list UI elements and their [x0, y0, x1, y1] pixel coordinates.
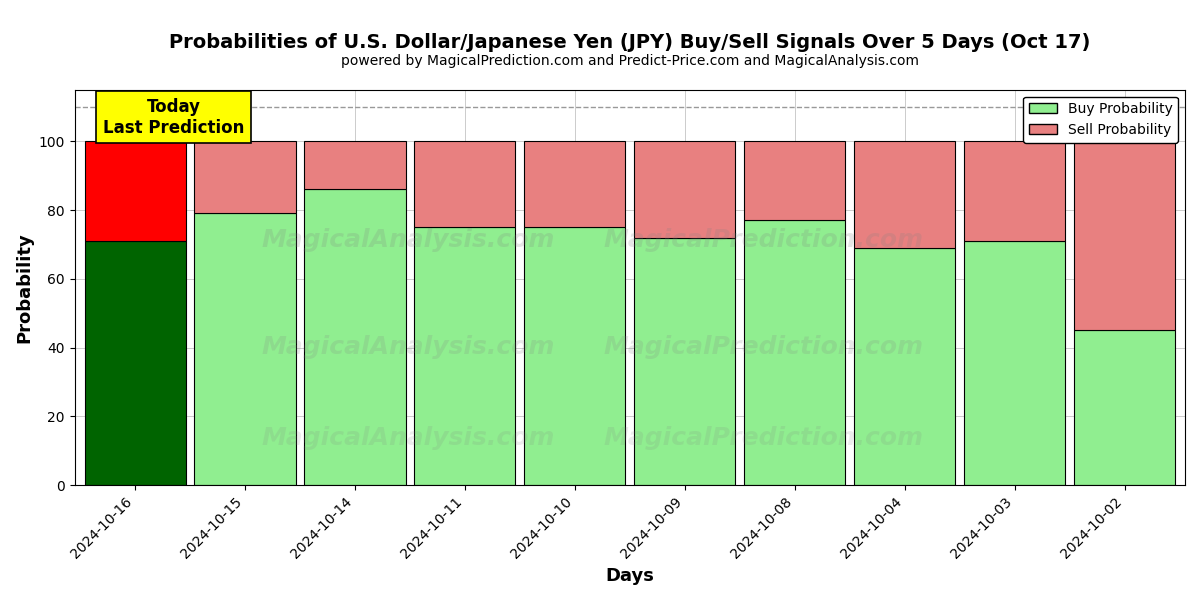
Bar	[194, 141, 295, 214]
Bar	[635, 238, 736, 485]
Text: MagicalAnalysis.com: MagicalAnalysis.com	[262, 426, 554, 450]
Title: Probabilities of U.S. Dollar/Japanese Yen (JPY) Buy/Sell Signals Over 5 Days (Oc: Probabilities of U.S. Dollar/Japanese Ye…	[169, 33, 1091, 52]
Text: MagicalPrediction.com: MagicalPrediction.com	[604, 335, 923, 359]
Bar	[635, 141, 736, 238]
Bar	[414, 227, 516, 485]
Bar	[964, 141, 1066, 241]
Bar	[1074, 331, 1175, 485]
Bar	[84, 241, 186, 485]
Bar	[1074, 141, 1175, 331]
Bar	[305, 141, 406, 190]
Text: powered by MagicalPrediction.com and Predict-Price.com and MagicalAnalysis.com: powered by MagicalPrediction.com and Pre…	[341, 54, 919, 68]
Bar	[744, 141, 845, 220]
Bar	[964, 241, 1066, 485]
Bar	[414, 141, 516, 227]
Bar	[854, 248, 955, 485]
Text: MagicalAnalysis.com: MagicalAnalysis.com	[262, 228, 554, 252]
Bar	[524, 141, 625, 227]
Bar	[744, 220, 845, 485]
Bar	[305, 190, 406, 485]
Text: MagicalAnalysis.com: MagicalAnalysis.com	[262, 335, 554, 359]
Bar	[854, 141, 955, 248]
Bar	[84, 141, 186, 241]
Legend: Buy Probability, Sell Probability: Buy Probability, Sell Probability	[1024, 97, 1178, 143]
Y-axis label: Probability: Probability	[16, 232, 34, 343]
Text: Today
Last Prediction: Today Last Prediction	[103, 98, 245, 137]
Text: MagicalPrediction.com: MagicalPrediction.com	[604, 426, 923, 450]
Bar	[524, 227, 625, 485]
Text: MagicalPrediction.com: MagicalPrediction.com	[604, 228, 923, 252]
X-axis label: Days: Days	[605, 567, 654, 585]
Bar	[194, 214, 295, 485]
